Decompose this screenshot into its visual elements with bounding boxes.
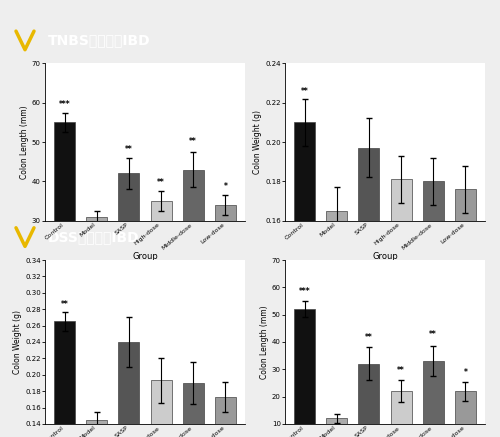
Text: DSS诱导小鼠IBD: DSS诱导小鼠IBD xyxy=(48,230,139,244)
Bar xyxy=(183,170,204,339)
Bar xyxy=(150,201,172,339)
Bar xyxy=(455,391,476,437)
Text: **: ** xyxy=(430,330,437,339)
Bar xyxy=(118,342,140,437)
Bar xyxy=(183,383,204,437)
Text: **: ** xyxy=(397,366,405,375)
Bar xyxy=(423,181,444,437)
Bar xyxy=(358,148,380,437)
Text: **: ** xyxy=(190,137,197,146)
Bar xyxy=(390,180,411,437)
Bar xyxy=(215,205,236,339)
Y-axis label: Colon Length (mm): Colon Length (mm) xyxy=(260,305,269,379)
Text: **: ** xyxy=(157,178,165,187)
Bar xyxy=(86,420,107,437)
Bar xyxy=(390,391,411,437)
Bar xyxy=(54,322,75,437)
Bar xyxy=(358,364,380,437)
Y-axis label: Colon Length (mm): Colon Length (mm) xyxy=(20,105,29,179)
X-axis label: Group: Group xyxy=(132,252,158,261)
Bar xyxy=(326,211,347,437)
Text: **: ** xyxy=(125,145,133,154)
Bar xyxy=(423,361,444,437)
Bar xyxy=(294,122,315,437)
Bar xyxy=(54,122,75,339)
Text: ***: *** xyxy=(58,100,70,108)
Text: *: * xyxy=(464,368,468,378)
Y-axis label: Colon Weight (g): Colon Weight (g) xyxy=(14,310,22,374)
Bar xyxy=(86,217,107,339)
X-axis label: Group: Group xyxy=(372,252,398,261)
Text: TNBS诱导大鼠IBD: TNBS诱导大鼠IBD xyxy=(48,33,150,48)
Bar xyxy=(150,381,172,437)
Bar xyxy=(294,309,315,437)
Bar xyxy=(118,173,140,339)
Text: *: * xyxy=(224,182,228,191)
Text: **: ** xyxy=(300,87,308,96)
Bar xyxy=(215,397,236,437)
Bar xyxy=(326,419,347,437)
Y-axis label: Colon Weight (g): Colon Weight (g) xyxy=(254,110,262,174)
Bar xyxy=(455,189,476,437)
Text: **: ** xyxy=(60,300,68,309)
Text: **: ** xyxy=(365,333,373,342)
Text: ***: *** xyxy=(298,287,310,295)
